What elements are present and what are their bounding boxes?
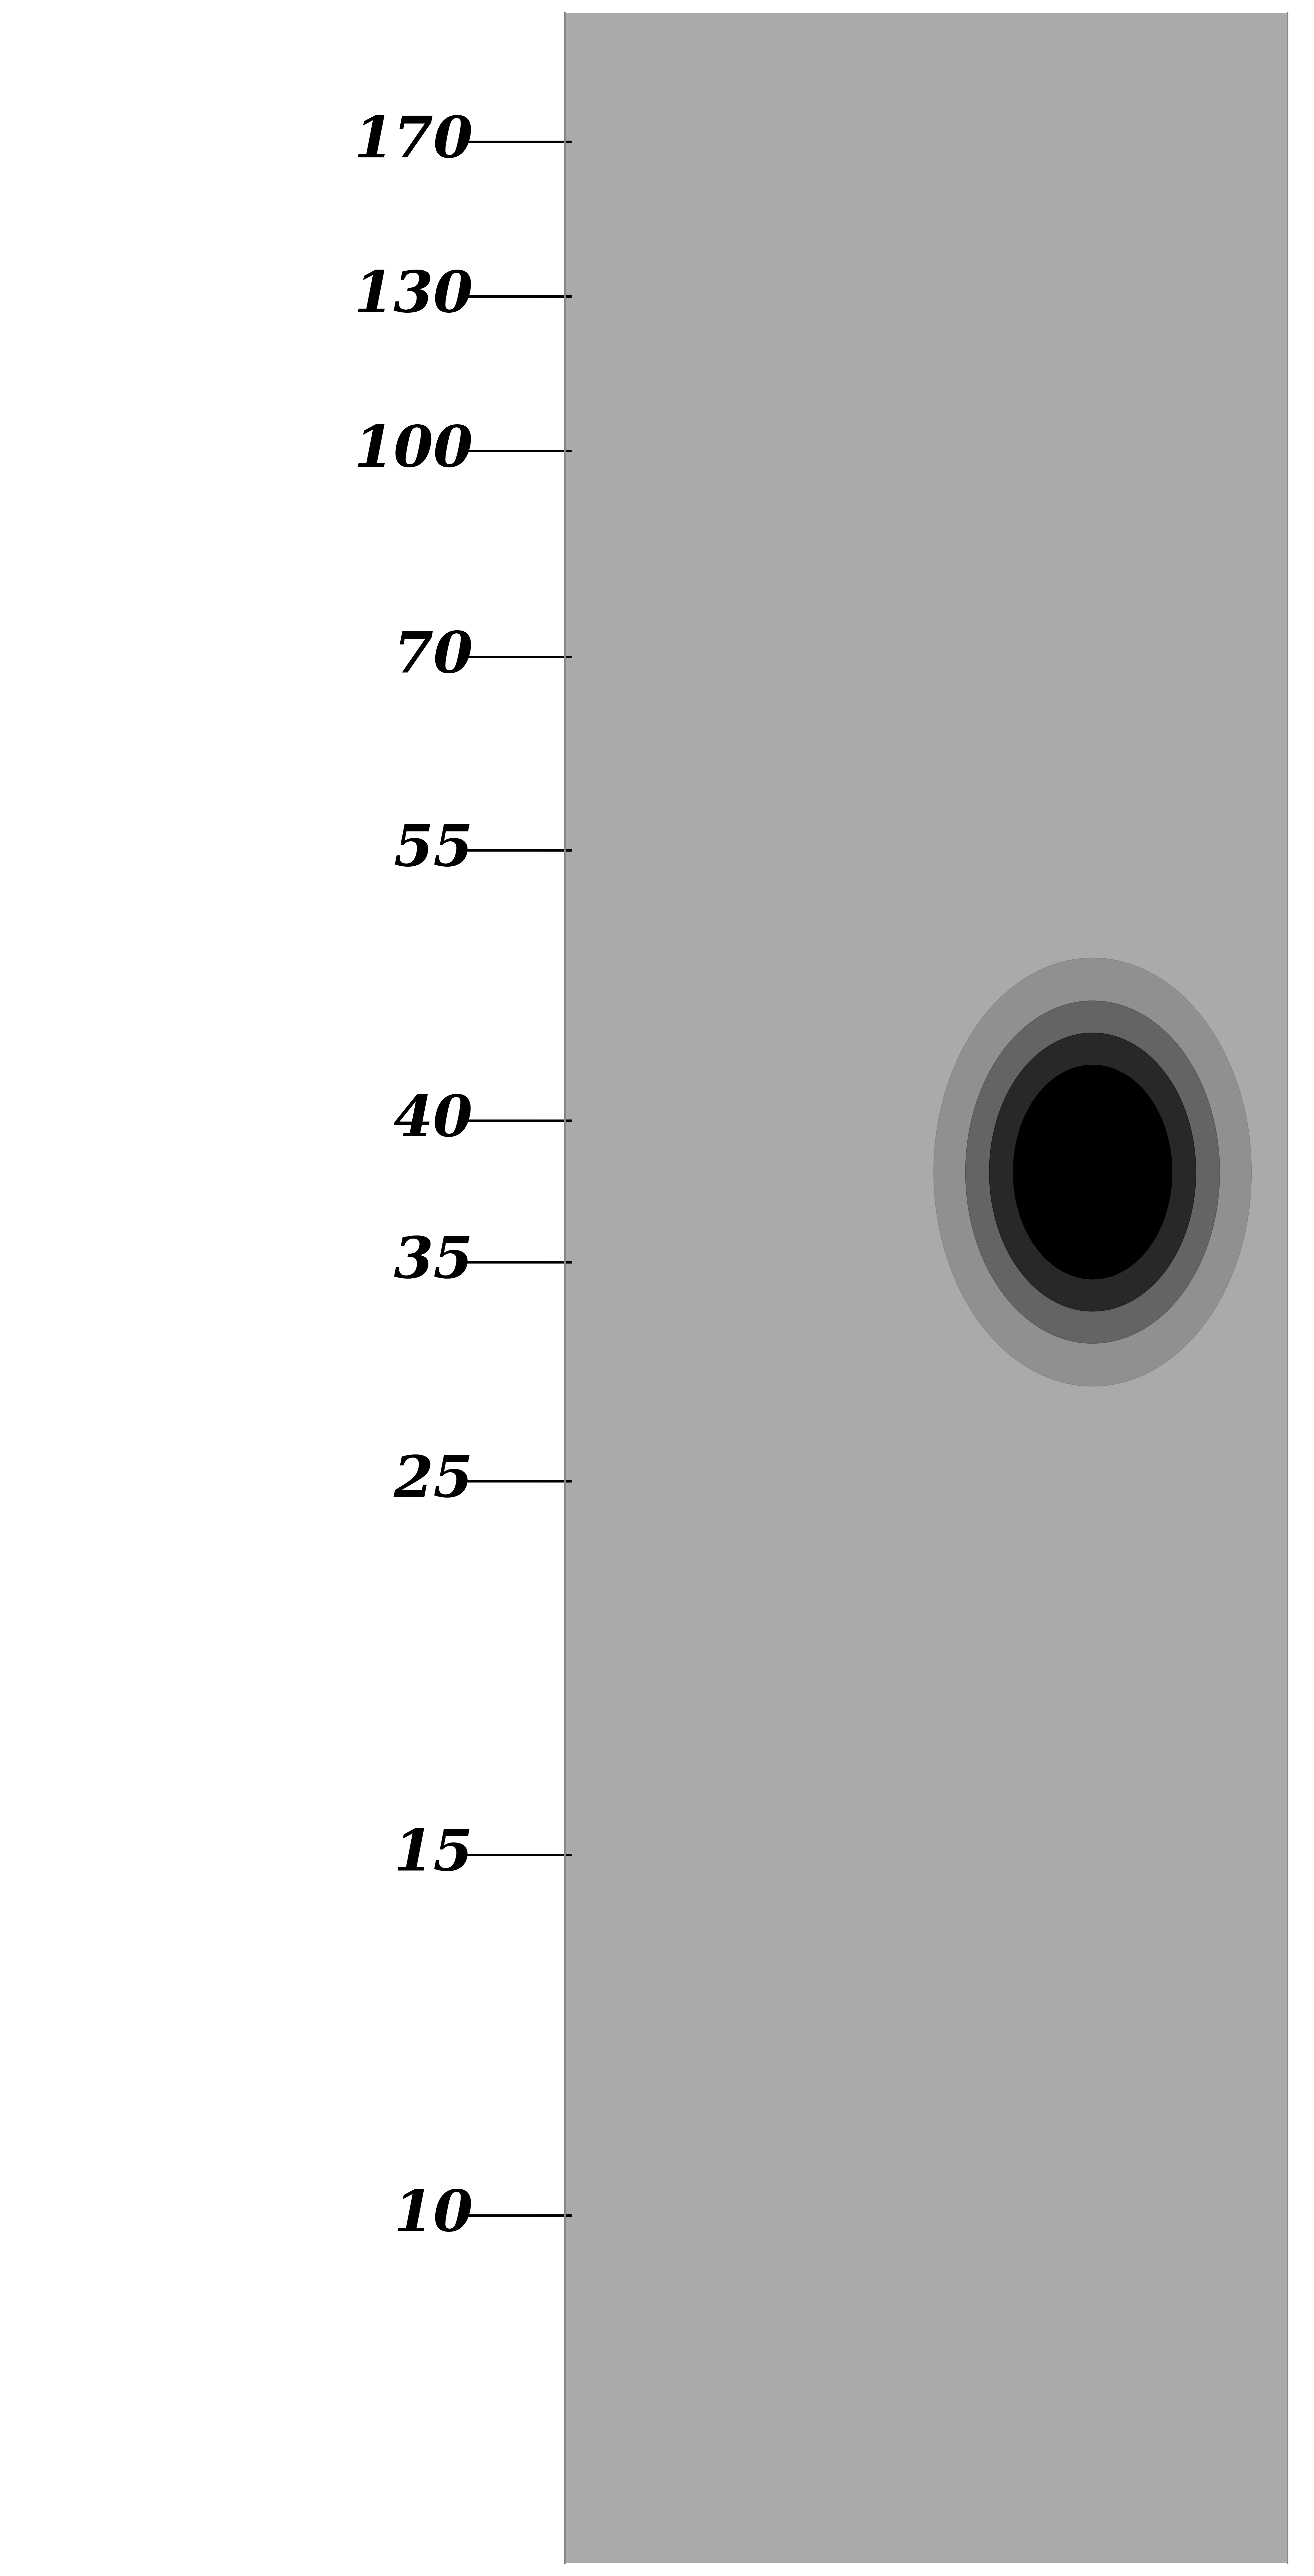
Text: 40: 40 xyxy=(394,1092,473,1149)
Text: 10: 10 xyxy=(394,2187,473,2244)
Text: 15: 15 xyxy=(394,1826,473,1883)
Text: 170: 170 xyxy=(353,113,473,170)
Text: 35: 35 xyxy=(394,1234,473,1291)
Ellipse shape xyxy=(1013,1064,1172,1280)
Text: 70: 70 xyxy=(394,629,473,685)
Bar xyxy=(565,13,1288,2563)
Text: 130: 130 xyxy=(353,268,473,325)
Text: 55: 55 xyxy=(394,822,473,878)
Ellipse shape xyxy=(966,999,1219,1345)
Text: 25: 25 xyxy=(394,1453,473,1510)
Ellipse shape xyxy=(933,958,1251,1386)
Ellipse shape xyxy=(989,1033,1196,1311)
Text: 100: 100 xyxy=(353,422,473,479)
